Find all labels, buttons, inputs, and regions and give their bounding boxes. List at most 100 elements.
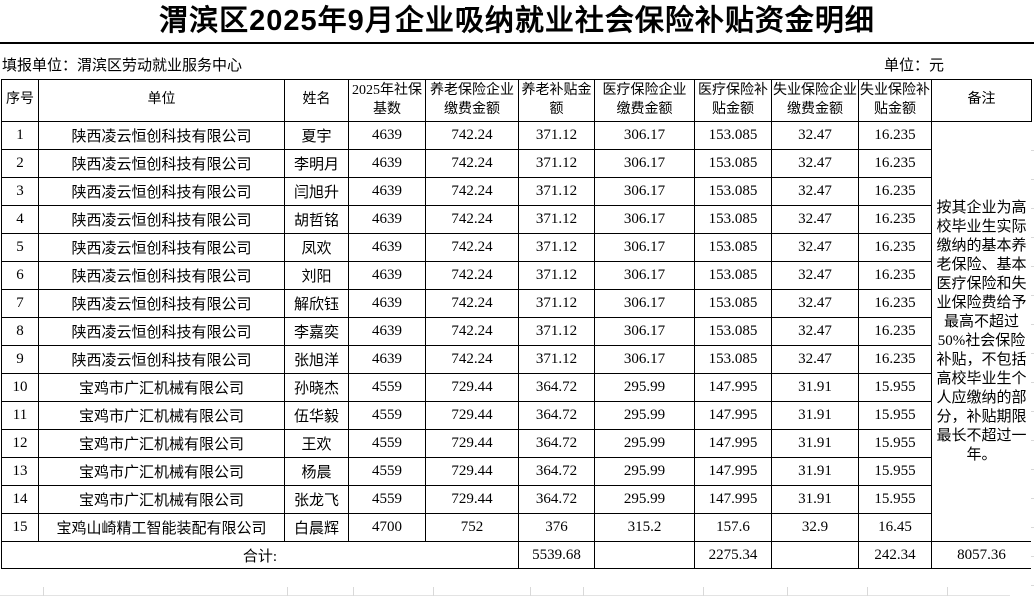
col-name: 夏宇 (284, 121, 349, 150)
col-unemp-subsidy: 16.45 (858, 513, 932, 542)
table-row: 14 宝鸡市广汇机械有限公司 张龙飞 4559 729.44 364.72 295.99 14… (1, 485, 1032, 514)
col-medical-subsidy: 153.085 (694, 345, 772, 374)
col-medical-subsidy: 153.085 (694, 289, 772, 318)
col-header-medical-subsidy: 医疗保险补贴金额 (694, 79, 772, 122)
col-index: 2 (1, 149, 39, 178)
col-pension-subsidy: 364.72 (518, 373, 595, 402)
col-unemp-contrib: 31.91 (771, 373, 859, 402)
col-medical-subsidy: 153.085 (694, 317, 772, 346)
col-unemp-subsidy: 16.235 (858, 233, 932, 262)
col-unemp-contrib: 32.47 (771, 233, 859, 262)
col-unemp-contrib: 31.91 (771, 457, 859, 486)
col-pension-contrib: 752 (425, 513, 519, 542)
col-medical-subsidy: 147.995 (694, 401, 772, 430)
col-unemp-contrib: 31.91 (771, 401, 859, 430)
col-medical-subsidy: 153.085 (694, 261, 772, 290)
total-unemp-contrib (771, 541, 859, 569)
col-company: 陕西凌云恒创科技有限公司 (38, 317, 285, 346)
col-base: 4559 (348, 457, 426, 486)
col-name: 闫旭升 (284, 177, 349, 206)
col-pension-contrib: 742.24 (425, 289, 519, 318)
spreadsheet-gridline (867, 587, 868, 596)
col-unemp-subsidy: 16.235 (858, 205, 932, 234)
col-name: 伍华毅 (284, 401, 349, 430)
table-row: 3 陕西凌云恒创科技有限公司 闫旭升 4639 742.24 371.12 306.17 15… (1, 177, 1032, 206)
col-index: 5 (1, 233, 39, 262)
col-name: 解欣钰 (284, 289, 349, 318)
col-index: 14 (1, 485, 39, 514)
col-index: 11 (1, 401, 39, 430)
col-base: 4639 (348, 345, 426, 374)
total-label: 合计: (1, 541, 519, 569)
info-row: 填报单位：渭滨区劳动就业服务中心 单位：元 (0, 46, 1034, 78)
col-company: 宝鸡市广汇机械有限公司 (38, 373, 285, 402)
total-pension-subsidy: 5539.68 (518, 541, 595, 569)
col-index: 13 (1, 457, 39, 486)
col-pension-subsidy: 364.72 (518, 429, 595, 458)
total-medical-subsidy: 2275.34 (694, 541, 772, 569)
col-base: 4559 (348, 373, 426, 402)
col-company: 陕西凌云恒创科技有限公司 (38, 177, 285, 206)
col-header-pension-contrib: 养老保险企业缴费金额 (425, 79, 519, 122)
col-pension-subsidy: 371.12 (518, 233, 595, 262)
col-medical-subsidy: 153.085 (694, 149, 772, 178)
col-unemp-subsidy: 16.235 (858, 317, 932, 346)
col-header-remark: 备注 (931, 79, 1032, 122)
col-medical-contrib: 306.17 (594, 177, 695, 206)
col-pension-subsidy: 371.12 (518, 317, 595, 346)
col-pension-subsidy: 371.12 (518, 205, 595, 234)
col-header-unemp-subsidy: 失业保险补贴金额 (858, 79, 932, 122)
col-medical-subsidy: 153.085 (694, 233, 772, 262)
col-pension-contrib: 742.24 (425, 149, 519, 178)
col-unemp-subsidy: 15.955 (858, 457, 932, 486)
col-pension-contrib: 742.24 (425, 261, 519, 290)
table-row: 8 陕西凌云恒创科技有限公司 李嘉奕 4639 742.24 371.12 306.17 15… (1, 317, 1032, 346)
col-pension-contrib: 729.44 (425, 485, 519, 514)
col-name: 刘阳 (284, 261, 349, 290)
col-header-company: 单位 (38, 79, 285, 122)
col-pension-contrib: 742.24 (425, 317, 519, 346)
remark-cell: 按其企业为高校毕业生实际缴纳的基本养老保险、基本医疗保险和失业保险费给予最高不超… (931, 121, 1032, 542)
col-base: 4639 (348, 233, 426, 262)
col-pension-subsidy: 371.12 (518, 345, 595, 374)
col-company: 宝鸡山崎精工智能装配有限公司 (38, 513, 285, 542)
col-base: 4700 (348, 513, 426, 542)
col-header-index: 序号 (1, 79, 39, 122)
col-unemp-subsidy: 16.235 (858, 149, 932, 178)
table-row: 13 宝鸡市广汇机械有限公司 杨晨 4559 729.44 364.72 295.99 147… (1, 457, 1032, 486)
col-pension-contrib: 729.44 (425, 457, 519, 486)
col-medical-subsidy: 153.085 (694, 121, 772, 150)
col-unemp-contrib: 32.47 (771, 205, 859, 234)
col-unemp-contrib: 32.47 (771, 289, 859, 318)
subsidy-table: 序号 单位 姓名 2025年社保基数 养老保险企业缴费金额 养老补贴金额 医疗保… (1, 79, 1032, 569)
total-grand: 8057.36 (931, 541, 1032, 569)
col-pension-contrib: 729.44 (425, 429, 519, 458)
col-index: 3 (1, 177, 39, 206)
col-name: 张旭洋 (284, 345, 349, 374)
spreadsheet-gridline (287, 587, 288, 596)
spreadsheet-gridline (433, 587, 434, 596)
spreadsheet-gridline (43, 587, 44, 596)
col-name: 王欢 (284, 429, 349, 458)
col-company: 宝鸡市广汇机械有限公司 (38, 429, 285, 458)
col-name: 李嘉奕 (284, 317, 349, 346)
col-unemp-contrib: 32.9 (771, 513, 859, 542)
col-base: 4639 (348, 317, 426, 346)
spreadsheet-gridline (947, 587, 948, 596)
col-index: 7 (1, 289, 39, 318)
col-unemp-subsidy: 16.235 (858, 261, 932, 290)
col-medical-subsidy: 147.995 (694, 457, 772, 486)
col-index: 4 (1, 205, 39, 234)
col-index: 10 (1, 373, 39, 402)
col-medical-subsidy: 153.085 (694, 177, 772, 206)
col-base: 4639 (348, 205, 426, 234)
spreadsheet-gridlines-right (1031, 122, 1034, 586)
table-row: 4 陕西凌云恒创科技有限公司 胡哲铭 4639 742.24 371.12 306.17 15… (1, 205, 1032, 234)
col-company: 宝鸡市广汇机械有限公司 (38, 457, 285, 486)
col-company: 陕西凌云恒创科技有限公司 (38, 205, 285, 234)
col-company: 陕西凌云恒创科技有限公司 (38, 289, 285, 318)
col-pension-contrib: 742.24 (425, 233, 519, 262)
col-name: 杨晨 (284, 457, 349, 486)
col-pension-subsidy: 376 (518, 513, 595, 542)
